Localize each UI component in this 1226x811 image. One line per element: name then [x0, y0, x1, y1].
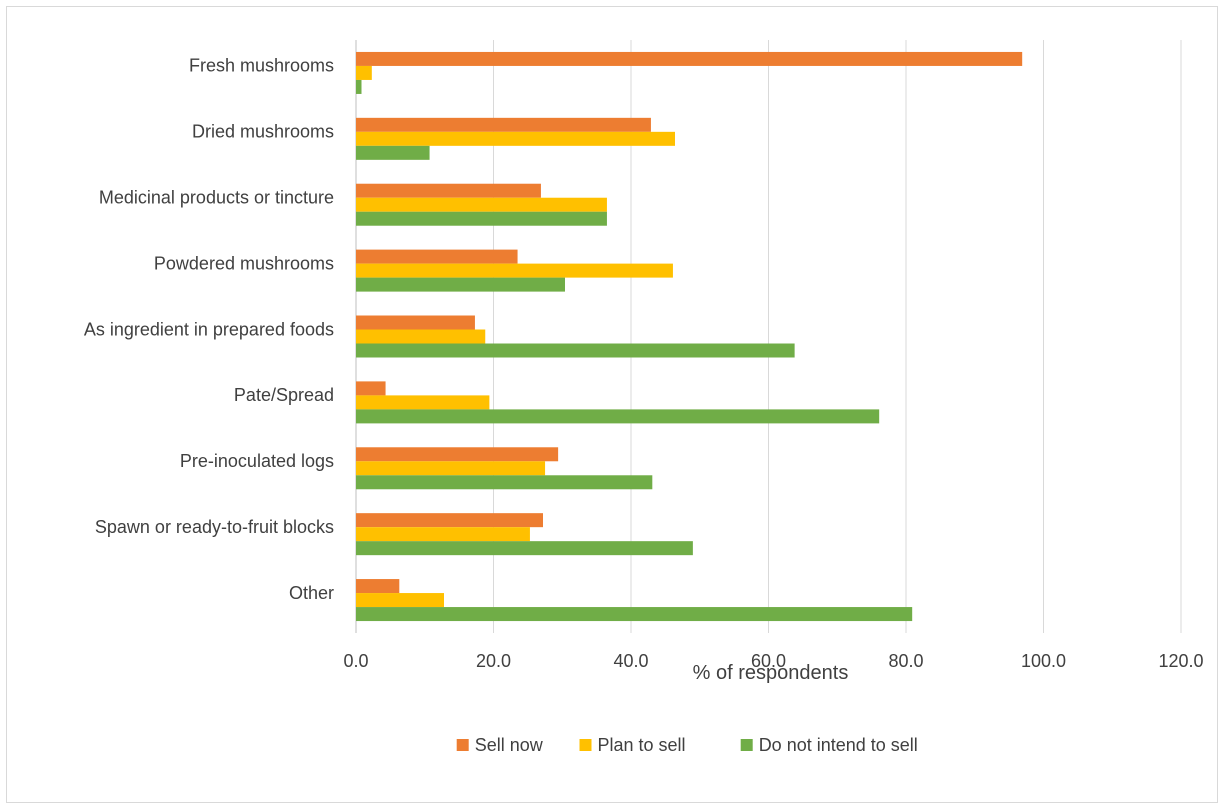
category-label: Powdered mushrooms	[154, 253, 334, 273]
bar	[356, 475, 653, 490]
x-axis-title: % of respondents	[693, 662, 849, 684]
category-label: Pate/Spread	[234, 385, 334, 405]
bar	[356, 183, 541, 198]
bar	[356, 51, 1023, 66]
category-labels: Fresh mushrooms Dried mushrooms Medicinal …	[84, 56, 334, 603]
bar	[356, 211, 607, 226]
x-tick-label: 20.0	[476, 651, 511, 671]
bar	[356, 249, 518, 264]
legend-label: Plan to sell	[598, 735, 686, 755]
category-label: Fresh mushrooms	[189, 56, 334, 76]
bar	[356, 541, 693, 556]
category-label: Medicinal products or tincture	[99, 187, 334, 207]
x-tick-label: 120.0	[1158, 651, 1203, 671]
bar	[356, 409, 880, 424]
bar	[356, 117, 651, 132]
bars	[356, 51, 1023, 622]
category-label: Other	[289, 583, 334, 603]
bar	[356, 381, 386, 396]
x-tick-label: 60.0	[751, 651, 786, 671]
bar	[356, 315, 475, 330]
category-label: Dried mushrooms	[192, 122, 334, 142]
chart-area: Fresh mushrooms Dried mushrooms Medicinal …	[6, 6, 1218, 803]
x-tick-labels: 0.0 20.0 40.0 60.0 80.0 100.0 120.0	[343, 651, 1203, 671]
legend-swatch	[740, 739, 753, 751]
bar	[356, 79, 362, 94]
x-tick-label: 100.0	[1021, 651, 1066, 671]
bar	[356, 395, 490, 410]
bar	[356, 527, 530, 542]
bar	[356, 65, 372, 80]
category-label: As ingredient in prepared foods	[84, 319, 334, 339]
legend-label: Sell now	[475, 735, 544, 755]
bar	[356, 277, 565, 292]
legend-swatch	[579, 739, 592, 751]
legend-label: Do not intend to sell	[759, 735, 918, 755]
bar	[356, 197, 607, 212]
category-label: Spawn or ready-to-fruit blocks	[95, 517, 334, 537]
bar	[356, 329, 486, 344]
bar	[356, 343, 795, 358]
legend: Sell now Plan to sell Do not intend to sel…	[456, 735, 918, 755]
x-tick-label: 0.0	[343, 651, 368, 671]
category-label: Pre-inoculated logs	[180, 451, 334, 471]
bar	[356, 513, 543, 528]
bar	[356, 607, 913, 622]
bar	[356, 461, 546, 476]
bar	[356, 579, 400, 594]
bar	[356, 131, 675, 146]
x-tick-label: 40.0	[613, 651, 648, 671]
legend-swatch	[456, 739, 469, 751]
bar	[356, 593, 444, 608]
bar	[356, 145, 430, 160]
x-tick-label: 80.0	[888, 651, 923, 671]
bar	[356, 447, 559, 462]
bar	[356, 263, 673, 278]
bar-chart: Fresh mushrooms Dried mushrooms Medicinal …	[84, 40, 1204, 755]
